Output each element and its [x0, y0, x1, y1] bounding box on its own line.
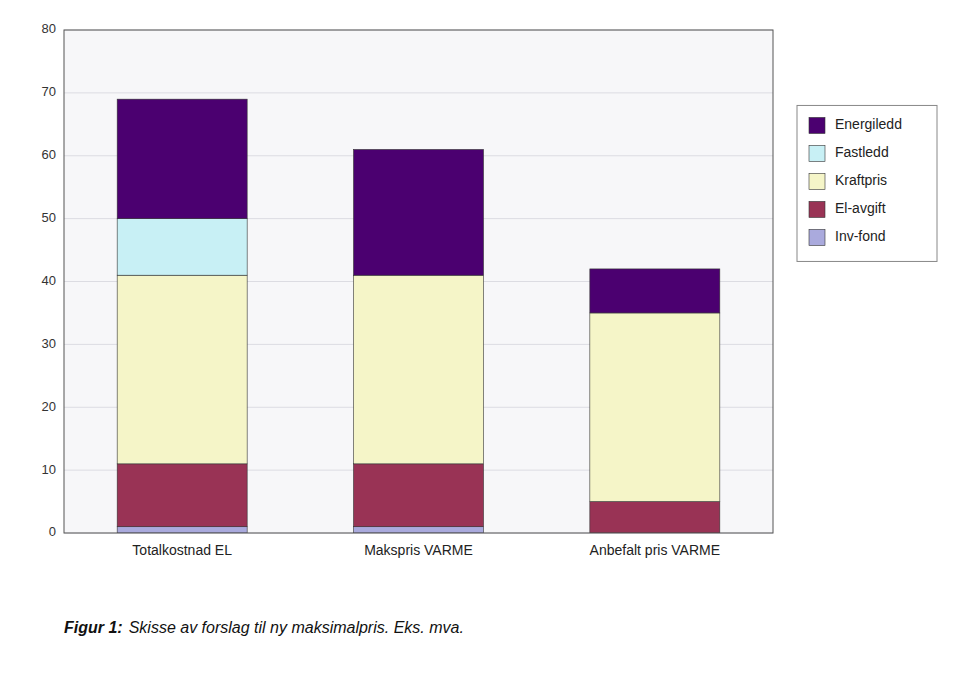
y-axis: 0 10 20 30 40 50 60 70 80 — [42, 21, 773, 539]
legend-box — [797, 105, 937, 261]
bar-segment — [117, 464, 247, 527]
bar-segment — [354, 464, 484, 527]
legend-label: Kraftpris — [835, 172, 887, 188]
bar-segment — [590, 269, 720, 313]
y-tick-label: 80 — [42, 21, 56, 36]
legend: Energiledd Fastledd Kraftpris El-avgift Inv-… — [797, 105, 937, 261]
legend-swatch — [809, 229, 825, 245]
y-tick-label: 50 — [42, 210, 56, 225]
legend-swatch — [809, 145, 825, 161]
legend-label: Energiledd — [835, 116, 902, 132]
x-tick-label: Makspris VARME — [364, 542, 473, 558]
y-tick-label: 0 — [49, 524, 56, 539]
bar-segment — [590, 502, 720, 533]
bar-segment — [117, 275, 247, 464]
bars — [117, 99, 720, 533]
bar-segment — [354, 275, 484, 464]
bar-segment — [117, 219, 247, 276]
bar-segment — [117, 99, 247, 218]
bar-segment — [590, 313, 720, 502]
legend-swatch — [809, 173, 825, 189]
x-tick-label: Anbefalt pris VARME — [590, 542, 720, 558]
y-tick-label: 30 — [42, 336, 56, 351]
x-tick-label: Totalkostnad EL — [132, 542, 232, 558]
y-tick-label: 60 — [42, 147, 56, 162]
plot-area — [64, 30, 773, 533]
y-tick-label: 20 — [42, 399, 56, 414]
x-axis: Totalkostnad EL Makspris VARME Anbefalt pr… — [132, 542, 720, 558]
bar-segment — [354, 149, 484, 275]
legend-swatch — [809, 117, 825, 133]
y-tick-label: 10 — [42, 462, 56, 477]
plot-frame — [64, 30, 773, 533]
legend-label: Fastledd — [835, 144, 889, 160]
chart-svg: 0 10 20 30 40 50 60 70 80 Totalkostnad EL Makspris… — [0, 0, 973, 683]
bar-segment — [117, 527, 247, 533]
y-tick-label: 70 — [42, 84, 56, 99]
bar-segment — [354, 527, 484, 533]
chart-container: 0 10 20 30 40 50 60 70 80 Totalkostnad EL Makspris… — [0, 0, 973, 683]
legend-swatch — [809, 201, 825, 217]
legend-label: Inv-fond — [835, 228, 886, 244]
caption-text: Skisse av forslag til ny maksimalpris. E… — [129, 619, 464, 636]
grid-line — [64, 92, 773, 93]
y-tick-label: 40 — [42, 273, 56, 288]
caption-label: Figur 1: — [64, 619, 123, 636]
caption: Figur 1: Skisse av forslag til ny maksima… — [64, 619, 464, 636]
legend-label: El-avgift — [835, 200, 886, 216]
